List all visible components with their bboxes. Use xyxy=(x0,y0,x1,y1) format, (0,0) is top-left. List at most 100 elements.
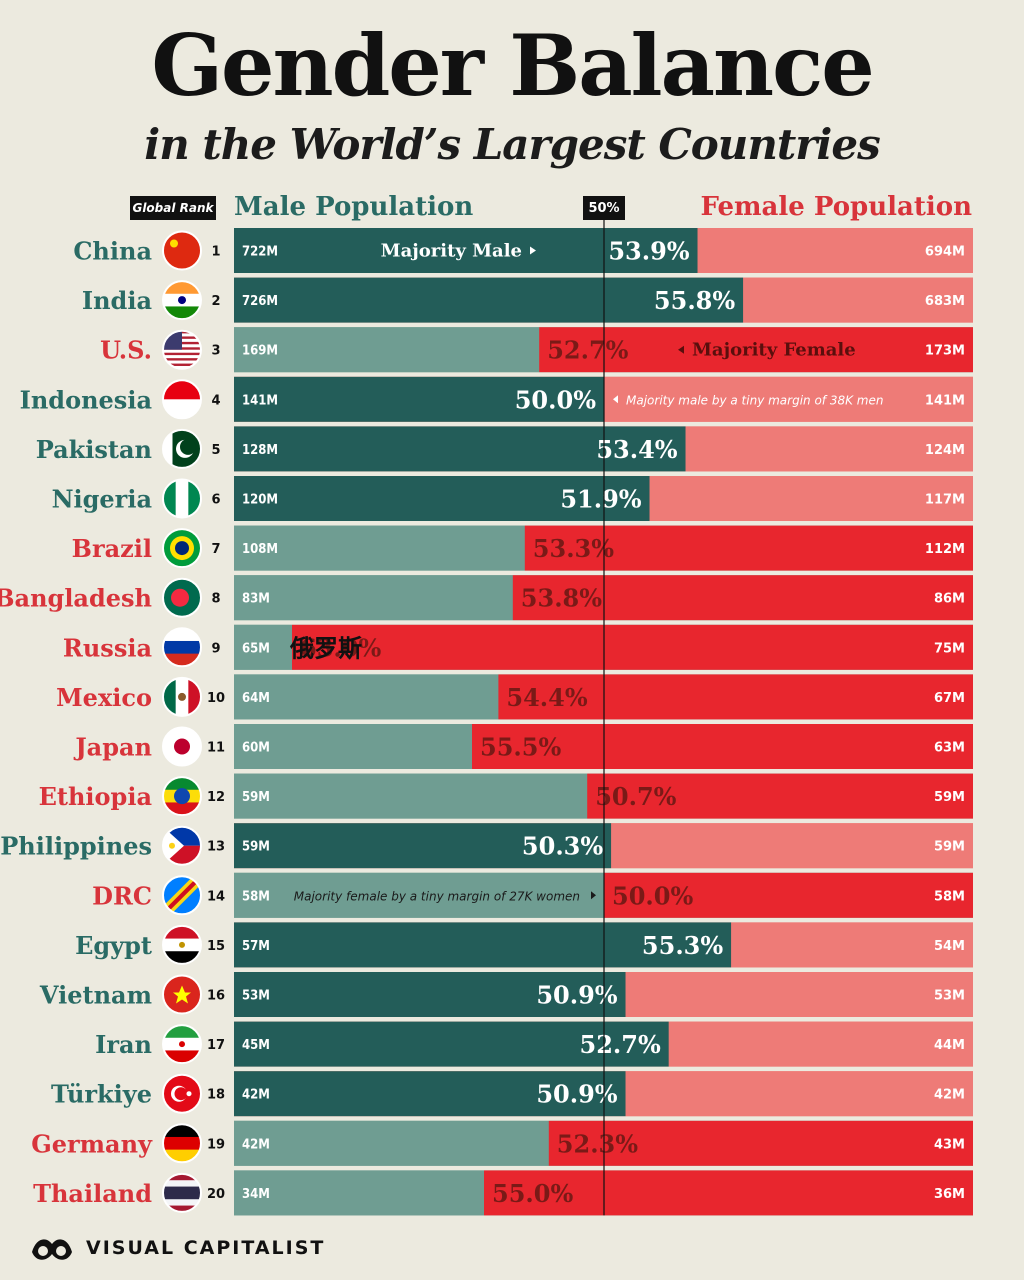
female-value: 36M xyxy=(934,1187,965,1202)
flag-icon-philippines xyxy=(163,826,201,865)
male-value: 59M xyxy=(242,840,270,855)
male-bar xyxy=(234,624,292,670)
share-label: 50.3% xyxy=(522,832,603,861)
footer: VISUAL CAPITALIST xyxy=(30,1232,325,1264)
majority-male-note: Majority Male xyxy=(381,241,522,262)
female-bar xyxy=(743,277,973,323)
rank-number: 11 xyxy=(207,741,225,756)
visual-capitalist-logo-icon xyxy=(32,1239,72,1260)
female-value: 683M xyxy=(925,294,965,309)
rank-number: 6 xyxy=(211,493,220,508)
male-bar xyxy=(234,575,513,621)
male-bar xyxy=(234,872,604,918)
flag-ring xyxy=(162,1073,202,1114)
male-value: 108M xyxy=(242,542,278,557)
flag-icon-indonesia xyxy=(163,380,201,419)
flag-icon-trkiye xyxy=(163,1074,201,1113)
country-label: Nigeria xyxy=(52,485,152,514)
country-label: U.S. xyxy=(100,336,152,365)
female-bar xyxy=(512,575,973,621)
female-bar xyxy=(484,1170,973,1216)
flag-icon-vietnam xyxy=(163,975,201,1014)
male-value: 128M xyxy=(242,443,278,458)
rank-number: 9 xyxy=(211,641,220,656)
male-value: 53M xyxy=(242,989,270,1004)
flag-ring xyxy=(162,1172,202,1213)
flag-icon-japan xyxy=(163,727,201,766)
rank-number: 12 xyxy=(207,790,225,805)
male-bar xyxy=(234,1170,484,1216)
flag-ring xyxy=(162,974,202,1015)
share-label: 50.0% xyxy=(515,385,596,414)
share-label: 55.5% xyxy=(480,733,561,762)
male-population-header: Male Population xyxy=(234,192,474,222)
country-label: DRC xyxy=(92,881,152,910)
male-bar xyxy=(234,1021,669,1067)
share-label: 55.3% xyxy=(642,931,723,960)
flag-ring xyxy=(162,230,202,271)
male-bar xyxy=(234,327,540,373)
female-bar xyxy=(611,823,973,869)
flag-ring xyxy=(162,875,202,916)
female-bar xyxy=(472,724,973,769)
country-label: Türkiye xyxy=(51,1080,152,1109)
male-bar xyxy=(234,277,744,323)
country-label: Pakistan xyxy=(36,435,152,464)
male-value: 45M xyxy=(242,1038,270,1053)
male-value: 722M xyxy=(242,245,278,260)
share-label: 53.8% xyxy=(521,584,602,613)
flag-ring xyxy=(162,478,202,519)
country-label: Mexico xyxy=(56,683,152,712)
male-bar xyxy=(234,376,604,422)
share-label: 53.4% xyxy=(596,435,677,464)
global-rank-header: Global Rank xyxy=(130,196,216,220)
female-value: 86M xyxy=(934,592,965,607)
overlay-text: 俄罗斯 xyxy=(289,634,362,662)
female-bar xyxy=(587,773,973,819)
male-value: 83M xyxy=(242,592,270,607)
share-label: 52.7% xyxy=(547,336,628,365)
male-bar xyxy=(234,1120,549,1166)
female-bar xyxy=(731,922,973,968)
share-label: 52.7% xyxy=(580,1030,661,1059)
rank-number: 20 xyxy=(207,1187,225,1202)
flag-ring xyxy=(162,776,202,817)
flag-ring xyxy=(162,676,202,717)
share-label: 51.9% xyxy=(560,485,641,514)
female-value: 173M xyxy=(925,344,965,359)
female-value: 58M xyxy=(934,889,965,904)
male-bar xyxy=(234,724,472,769)
flag-icon-china xyxy=(163,231,201,270)
share-label: 55.8% xyxy=(654,286,735,315)
female-bar xyxy=(604,872,973,918)
share-label: 50.7% xyxy=(595,782,676,811)
arrow-left-icon xyxy=(613,395,618,404)
country-label: Germany xyxy=(31,1129,153,1158)
female-bar xyxy=(649,476,973,521)
margin-note: Majority female by a tiny margin of 27K … xyxy=(294,889,580,903)
share-label: 50.0% xyxy=(612,881,693,910)
male-bar xyxy=(234,823,612,869)
female-value: 117M xyxy=(925,493,965,508)
country-label: China xyxy=(73,237,152,266)
rank-number: 16 xyxy=(207,989,225,1004)
flag-icon-iran xyxy=(163,1025,201,1064)
flag-icon-thailand xyxy=(163,1173,201,1212)
female-value: 43M xyxy=(934,1137,965,1152)
flag-ring xyxy=(162,280,202,321)
flag-ring xyxy=(162,379,202,420)
country-label: Iran xyxy=(95,1030,152,1059)
rank-number: 5 xyxy=(211,443,220,458)
female-value: 53M xyxy=(934,989,965,1004)
female-bar xyxy=(524,525,973,571)
rank-number: 13 xyxy=(207,840,225,855)
male-value: 60M xyxy=(242,741,270,756)
rank-number: 7 xyxy=(211,542,220,557)
country-label: Vietnam xyxy=(39,981,152,1010)
male-bar xyxy=(234,674,499,720)
female-bar xyxy=(697,228,973,273)
country-label: Philippines xyxy=(0,832,152,861)
rank-number: 10 xyxy=(207,691,225,706)
female-bar xyxy=(548,1120,973,1166)
